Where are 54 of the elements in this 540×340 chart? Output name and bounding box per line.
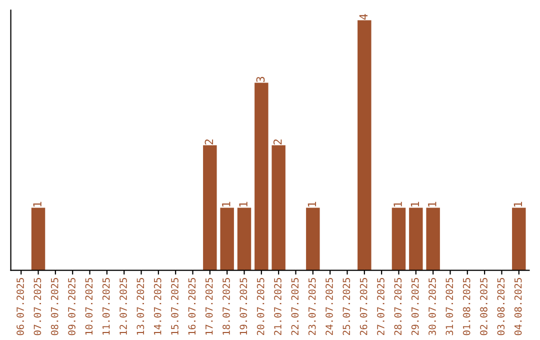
x-tick-label: 30.07.2025 (428, 278, 436, 336)
x-tick-label: 21.07.2025 (274, 278, 282, 336)
x-tick-label: 23.07.2025 (308, 278, 316, 336)
x-tick-label: 26.07.2025 (360, 278, 368, 336)
x-tick-label: 13.07.2025 (136, 278, 144, 335)
x-tick-label: 07.07.2025 (34, 278, 42, 336)
bar (409, 208, 423, 270)
x-tick-label: 11.07.2025 (102, 278, 110, 335)
x-tick-label: 16.07.2025 (188, 278, 196, 335)
bar (306, 208, 320, 270)
x-tick-label: 17.07.2025 (205, 278, 213, 335)
x-tick-label: 31.07.2025 (446, 278, 454, 336)
data-label: 1 (514, 202, 522, 206)
bar (220, 208, 234, 270)
x-tick-label: 25.07.2025 (342, 278, 350, 336)
data-label: 4 (359, 14, 368, 20)
data-label: 1 (428, 202, 436, 206)
x-tick-label: 12.07.2025 (120, 278, 127, 335)
x-tick-label: 14.07.2025 (154, 278, 162, 335)
x-tick-label: 19.07.2025 (240, 278, 248, 335)
data-label: 1 (308, 202, 316, 206)
x-tick-label: 08.07.2025 (50, 278, 58, 336)
data-label: 3 (256, 76, 265, 82)
data-label: 1 (33, 202, 42, 206)
bar (392, 208, 406, 270)
x-tick-label: 18.07.2025 (222, 278, 230, 335)
x-tick-label: 09.07.2025 (68, 278, 76, 336)
data-label: 1 (239, 202, 248, 206)
x-tick-label: 20.07.2025 (256, 278, 264, 336)
x-tick-label: 06.07.2025 (16, 278, 24, 336)
bar (31, 208, 46, 270)
bar (203, 145, 217, 270)
x-tick-label: 27.07.2025 (377, 278, 384, 336)
x-tick-label: 24.07.2025 (326, 278, 333, 336)
data-label: 2 (204, 140, 214, 144)
data-label: 1 (222, 202, 230, 206)
bar (237, 208, 252, 270)
bar (358, 20, 372, 270)
x-tick-label: 01.08.2025 (462, 278, 470, 336)
bar (426, 208, 440, 270)
x-tick-label: 03.08.2025 (497, 278, 505, 336)
bar (272, 145, 286, 270)
x-tick-label: 02.08.2025 (480, 278, 488, 336)
x-tick-label: 10.07.2025 (85, 278, 93, 335)
x-tick-label: 04.08.2025 (514, 278, 522, 336)
x-tick-label: 22.07.2025 (291, 278, 299, 336)
data-label: 1 (394, 202, 402, 206)
data-label: 1 (410, 202, 420, 206)
data-label: 2 (273, 140, 282, 144)
bar (254, 82, 268, 270)
x-tick-label: 15.07.2025 (171, 278, 178, 335)
bar (512, 208, 526, 270)
x-tick-label: 28.07.2025 (394, 278, 402, 336)
x-tick-label: 29.07.2025 (411, 278, 419, 336)
